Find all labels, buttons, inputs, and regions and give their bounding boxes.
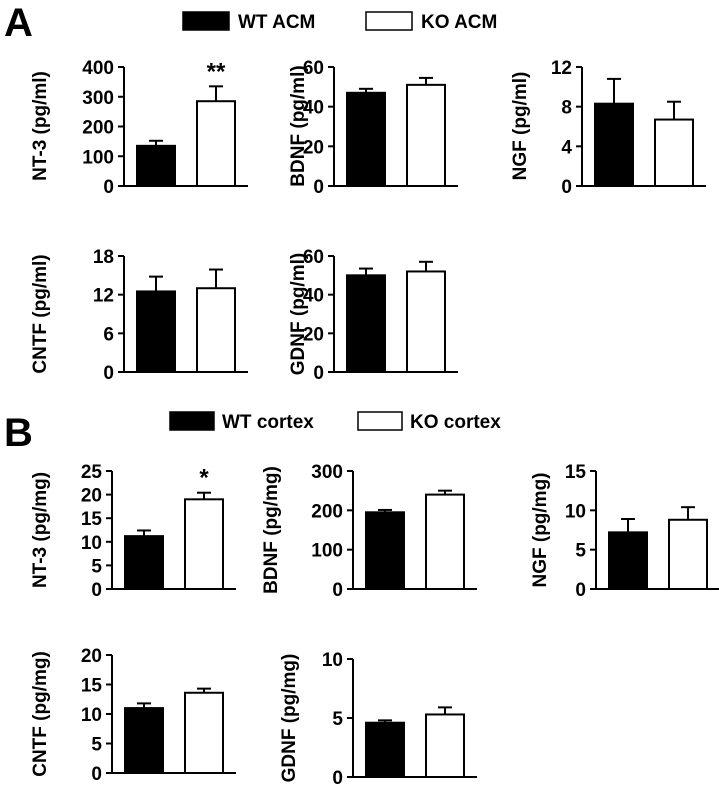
y-tick-label: 5	[575, 541, 586, 562]
bar-wt	[136, 290, 176, 374]
y-tick-label: 15	[565, 462, 587, 483]
y-axis-title: NT-3 (pg/ml)	[30, 71, 51, 181]
chart-8: 0 5 10 15 NGF (pg/mg)	[530, 462, 719, 601]
y-tick-label: 300	[82, 88, 114, 109]
y-tick-label: 5	[332, 709, 343, 730]
bar-wt	[608, 531, 648, 590]
y-tick-label: 200	[311, 501, 343, 522]
y-tick-label: 8	[561, 98, 572, 119]
bar-wt	[346, 91, 386, 187]
y-tick-label: 0	[313, 177, 324, 198]
y-tick-label: 0	[313, 363, 324, 384]
bar-wt	[124, 707, 164, 774]
chart-9: 0 5 10 15 20 CNTF (pg/mg)	[30, 646, 236, 785]
bar-ko	[406, 83, 446, 187]
bar-ko	[406, 270, 446, 374]
y-tick-label: 10	[81, 533, 102, 554]
y-tick-label: 0	[91, 580, 102, 601]
y-tick-label: 15	[81, 509, 103, 530]
y-tick-label: 10	[565, 501, 586, 522]
y-tick-label: 0	[332, 768, 343, 789]
y-tick-label: 20	[303, 137, 324, 158]
legend-a-label-ko: KO ACM	[421, 12, 497, 33]
bar-ko	[196, 100, 236, 187]
y-tick-label: 12	[93, 286, 114, 307]
y-tick-label: 40	[303, 98, 324, 119]
chart-10: 0 5 10 GDNF (pg/mg)	[279, 650, 477, 789]
y-tick-label: 200	[82, 118, 114, 139]
legend-a-label-wt: WT ACM	[238, 12, 315, 33]
y-tick-label: 0	[575, 580, 586, 601]
bar-ko	[196, 287, 236, 374]
y-tick-label: 100	[82, 147, 114, 168]
y-tick-label: 0	[103, 177, 114, 198]
bar-ko	[184, 691, 224, 775]
y-tick-label: 25	[81, 462, 103, 483]
y-tick-label: 60	[303, 247, 324, 268]
legend-a-swatch-wt	[182, 11, 230, 31]
legend-b-swatch-wt	[169, 411, 215, 431]
y-axis-title: CNTF (pg/ml)	[30, 254, 51, 373]
bar-wt	[594, 102, 634, 187]
y-tick-label: 300	[311, 462, 343, 483]
y-tick-label: 5	[91, 556, 102, 577]
legend-b-label-ko: KO cortex	[410, 412, 501, 433]
y-tick-label: 10	[81, 705, 102, 726]
y-tick-label: 60	[303, 58, 324, 79]
bar-wt	[124, 535, 164, 590]
panel-letter-b: B	[4, 411, 33, 455]
bar-ko	[668, 518, 708, 590]
y-tick-label: 10	[322, 650, 343, 671]
bar-ko	[425, 713, 465, 779]
y-axis-title: CNTF (pg/mg)	[30, 651, 51, 777]
y-axis-title: BDNF (pg/ml)	[288, 65, 309, 186]
y-tick-label: 12	[551, 58, 572, 79]
y-tick-label: 5	[91, 735, 102, 756]
y-tick-label: 15	[81, 676, 103, 697]
y-axis-title: NGF (pg/mg)	[530, 472, 551, 587]
y-axis-title: GDNF (pg/mg)	[279, 654, 300, 783]
y-tick-label: 20	[303, 324, 324, 345]
bar-wt	[365, 511, 405, 590]
legend-a-swatch-ko	[365, 11, 413, 31]
y-axis-title: GDNF (pg/ml)	[288, 253, 309, 375]
significance-marker: *	[199, 465, 209, 492]
y-tick-label: 40	[303, 286, 324, 307]
legend-b: WT cortex KO cortex	[169, 411, 501, 433]
significance-marker: **	[207, 58, 226, 85]
y-tick-label: 0	[561, 177, 572, 198]
y-tick-label: 0	[103, 363, 114, 384]
panel-letter-a: A	[4, 1, 33, 45]
chart-1: 0 100 200 300 400 NT-3 (pg/ml) **	[30, 58, 248, 198]
legend-b-label-wt: WT cortex	[222, 412, 314, 433]
bar-ko	[425, 493, 465, 591]
y-tick-label: 100	[311, 541, 343, 562]
y-axis-title: NT-3 (pg/mg)	[30, 472, 51, 588]
bar-wt	[365, 721, 405, 778]
legend-a: WT ACM KO ACM	[182, 11, 497, 33]
y-tick-label: 0	[332, 580, 343, 601]
chart-4: 0 6 12 18 CNTF (pg/ml)	[30, 247, 248, 384]
y-tick-label: 20	[81, 646, 102, 667]
bar-ko	[654, 118, 694, 187]
chart-3: 0 4 8 12 NGF (pg/ml)	[510, 58, 706, 198]
bar-wt	[346, 274, 386, 374]
legend-b-swatch-ko	[357, 411, 403, 431]
chart-7: 0 100 200 300 BDNF (pg/mg)	[261, 462, 477, 601]
bar-ko	[184, 498, 224, 591]
y-tick-label: 400	[82, 58, 114, 79]
y-tick-label: 18	[93, 247, 114, 268]
y-tick-label: 4	[561, 137, 572, 158]
y-axis-title: NGF (pg/ml)	[510, 72, 531, 181]
y-tick-label: 0	[91, 764, 102, 785]
bar-wt	[136, 144, 176, 187]
y-tick-label: 20	[81, 486, 102, 507]
y-tick-label: 6	[103, 324, 114, 345]
y-axis-title: BDNF (pg/mg)	[261, 466, 282, 594]
